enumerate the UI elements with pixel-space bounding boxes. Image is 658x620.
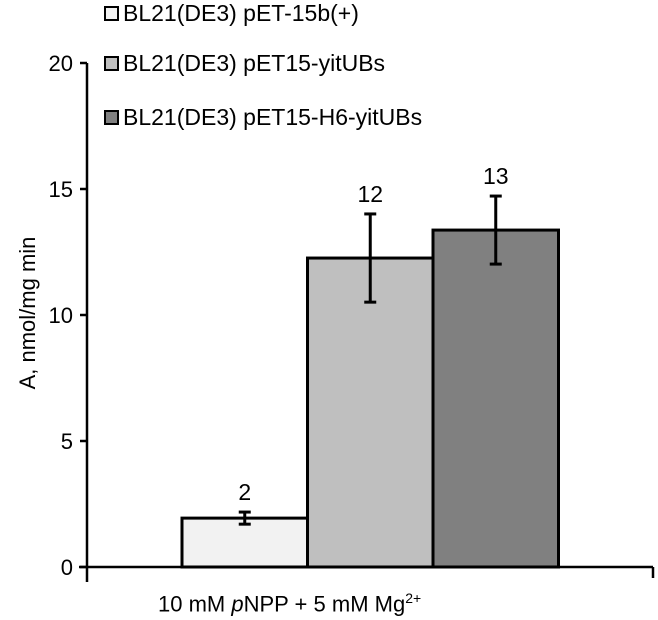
- legend-label-2: BL21(DE3) pET15-H6-yitUBs: [123, 103, 423, 130]
- data-label-0: 2: [238, 479, 251, 505]
- legend-item-1: BL21(DE3) pET15-yitUBs: [104, 50, 385, 76]
- y-tick-label: 15: [49, 177, 73, 202]
- y-tick-label: 20: [49, 51, 73, 76]
- legend-item-2: BL21(DE3) pET15-H6-yitUBs: [104, 104, 422, 130]
- y-axis-label: A, nmol/mg min: [15, 236, 40, 390]
- legend-swatch-1: [104, 55, 119, 71]
- legend-label-1: BL21(DE3) pET15-yitUBs: [123, 49, 386, 76]
- bar-1: [306, 256, 435, 569]
- legend-swatch-2: [104, 109, 119, 125]
- y-tick-label: 0: [61, 555, 73, 580]
- bar-2: [431, 228, 560, 569]
- y-tick-label: 5: [61, 429, 73, 454]
- data-label-1: 12: [357, 181, 383, 207]
- legend-item-0: BL21(DE3) pET-15b(+): [104, 0, 359, 26]
- data-label-2: 13: [483, 163, 509, 189]
- x-axis-label: 10 mM pNPP + 5 mM Mg2+: [158, 590, 422, 617]
- legend-label-0: BL21(DE3) pET-15b(+): [123, 0, 359, 26]
- legend-swatch-0: [104, 5, 119, 21]
- y-tick-label: 10: [49, 303, 73, 328]
